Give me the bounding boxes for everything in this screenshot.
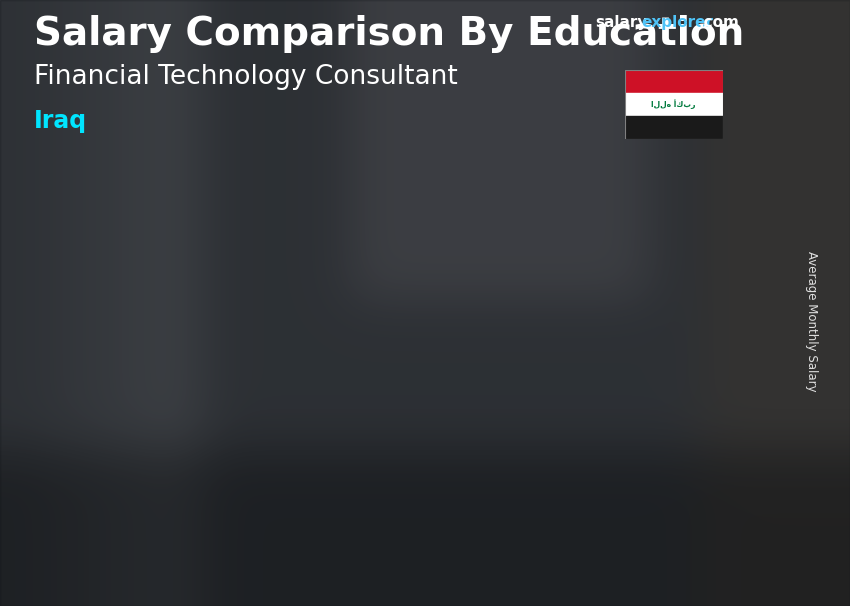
Bar xyxy=(110,347,201,350)
Text: salary: salary xyxy=(595,15,648,30)
Bar xyxy=(625,70,722,93)
Bar xyxy=(281,330,286,485)
Text: Financial Technology Consultant: Financial Technology Consultant xyxy=(34,64,458,90)
Text: 2,090,000 IQD: 2,090,000 IQD xyxy=(269,307,388,325)
Text: 2,740,000 IQD: 2,740,000 IQD xyxy=(438,259,558,276)
Bar xyxy=(632,232,723,237)
Bar xyxy=(632,232,723,485)
Text: .com: .com xyxy=(699,15,740,30)
Bar xyxy=(284,330,375,485)
Bar xyxy=(458,281,549,285)
Text: +32%: +32% xyxy=(350,225,448,255)
Bar xyxy=(107,347,113,485)
Text: الله أكبر: الله أكبر xyxy=(651,99,696,110)
Text: +13%: +13% xyxy=(176,285,275,314)
Bar xyxy=(284,330,375,333)
Text: Salary Comparison By Education: Salary Comparison By Education xyxy=(34,15,745,53)
Bar xyxy=(625,93,722,116)
Bar xyxy=(456,281,461,485)
Text: Iraq: Iraq xyxy=(34,109,87,133)
Text: explorer: explorer xyxy=(642,15,714,30)
Text: Average Monthly Salary: Average Monthly Salary xyxy=(805,251,819,391)
Text: +24%: +24% xyxy=(524,165,622,195)
Bar xyxy=(110,347,201,485)
Bar xyxy=(630,232,635,485)
Bar xyxy=(458,281,549,485)
Text: 3,400,000 IQD: 3,400,000 IQD xyxy=(611,210,732,227)
Text: 1,850,000 IQD: 1,850,000 IQD xyxy=(94,325,215,343)
Bar xyxy=(625,116,722,139)
